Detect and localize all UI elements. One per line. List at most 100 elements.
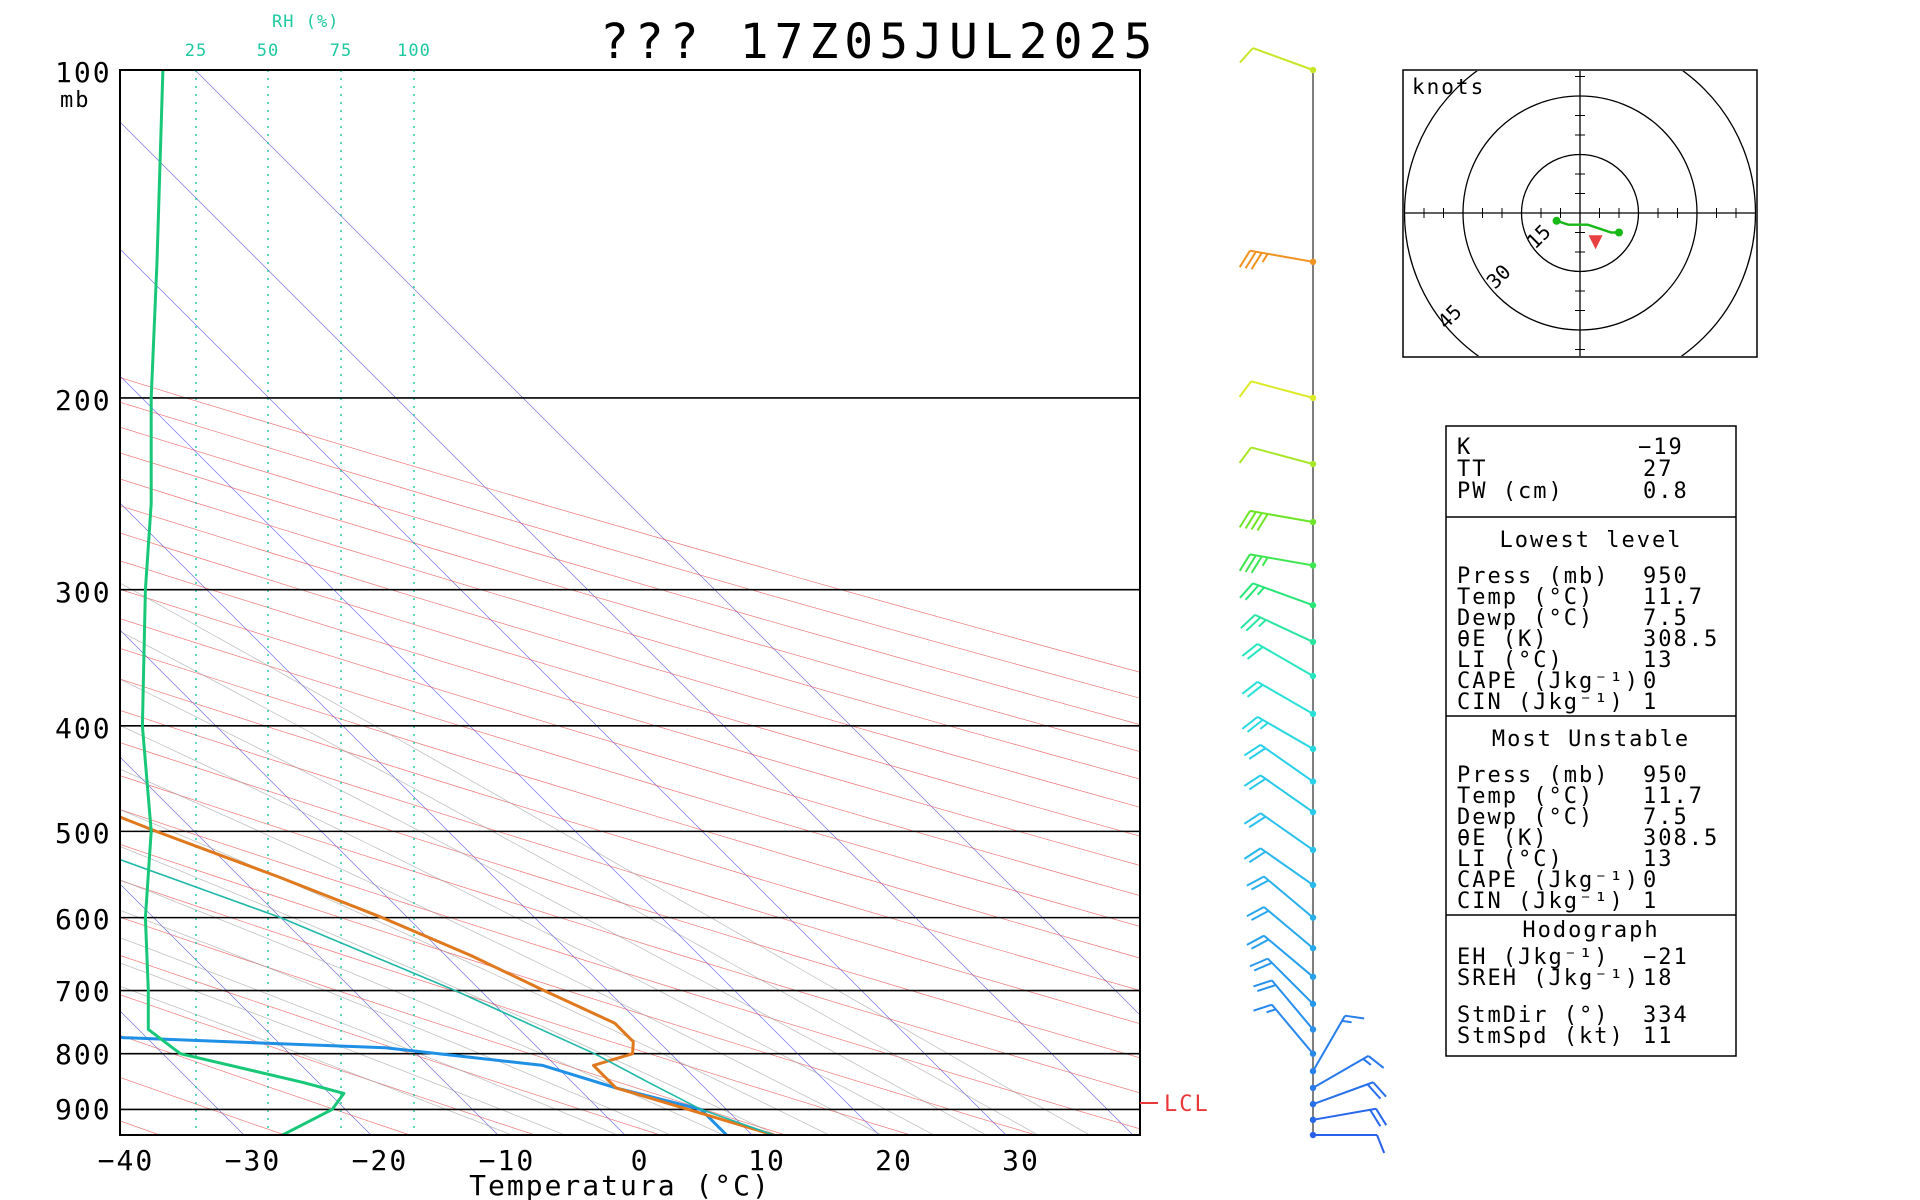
wind-barb	[1246, 934, 1317, 981]
y-tick-label: 600	[55, 903, 112, 936]
wind-barb	[1239, 47, 1317, 74]
sounding-profiles	[120, 70, 775, 1135]
barb-dot	[1309, 394, 1317, 402]
index-label: EH (Jkg⁻¹)	[1457, 945, 1609, 970]
skewt-grid	[0, 70, 1140, 1135]
index-value: 7.5	[1643, 606, 1689, 631]
barb-shaft	[1252, 47, 1314, 71]
barb-shaft	[1260, 812, 1314, 851]
moist-adiabat-line	[120, 809, 830, 1135]
barb-flag	[1238, 553, 1251, 572]
barb-flag	[1344, 1014, 1365, 1020]
y-tick-label: 200	[55, 384, 112, 417]
rh-axis-label: RH (%)	[272, 12, 339, 32]
dry-adiabat-line	[120, 618, 1140, 927]
index-label: K	[1457, 435, 1472, 460]
barb-shaft	[1260, 774, 1314, 813]
index-value: 7.5	[1643, 805, 1689, 830]
barb-dot	[1309, 778, 1317, 785]
wind-barb	[1253, 979, 1317, 1033]
index-value: 18	[1643, 966, 1674, 991]
hodograph-ring-label: 15	[1522, 220, 1556, 254]
dry-adiabat-line	[120, 426, 1140, 725]
index-label: Press (mb)	[1457, 564, 1609, 589]
index-label: SREH (Jkg⁻¹)	[1457, 966, 1640, 991]
hodograph-ring-label: 45	[1433, 300, 1467, 334]
barb-shaft	[1249, 553, 1314, 567]
barb-shaft	[1252, 582, 1314, 607]
index-value: 308.5	[1643, 627, 1719, 652]
barb-flag	[1238, 446, 1252, 464]
barb-flag	[1245, 616, 1262, 632]
barb-shaft	[1250, 380, 1314, 399]
dry-adiabat-line	[120, 589, 1140, 897]
index-value: 950	[1643, 564, 1689, 589]
index-label: CIN (Jkg⁻¹)	[1457, 690, 1625, 715]
barb-flag	[1375, 1108, 1388, 1126]
barb-dot	[1309, 518, 1317, 526]
y-axis-unit: mb	[60, 88, 91, 113]
storm-motion-marker	[1588, 235, 1603, 250]
barb-flag	[1250, 555, 1263, 574]
barb-dot	[1309, 944, 1317, 952]
wind-barb	[1240, 613, 1317, 646]
barb-shaft	[1257, 716, 1314, 750]
barb-flag	[1243, 743, 1262, 757]
rh-guide-lines	[195, 70, 415, 1135]
barb-flag	[1246, 684, 1264, 698]
index-value: −21	[1643, 945, 1689, 970]
index-label: Press (mb)	[1457, 763, 1609, 788]
section-heading: Lowest level	[1500, 528, 1683, 553]
dry-adiabat-line	[120, 401, 1140, 699]
temperature-axis: −40 −30 −20 −10 0 10 20 30 Temperatura (…	[98, 1144, 1038, 1200]
barb-shaft	[1254, 613, 1314, 643]
barb-shaft	[1249, 509, 1314, 524]
x-tick-label: −10	[479, 1144, 536, 1177]
barb-flag	[1369, 1109, 1382, 1127]
barb-shaft	[1271, 979, 1314, 1031]
barb-flag	[1246, 646, 1264, 660]
isotherm-line	[120, 756, 499, 1135]
index-value: 308.5	[1643, 826, 1719, 851]
barb-dot	[1309, 66, 1317, 74]
y-tick-label: 300	[55, 576, 112, 609]
barb-flag	[1239, 582, 1254, 599]
rh-tick-label: 50	[257, 41, 279, 61]
barb-shaft	[1260, 743, 1314, 783]
wind-barb	[1238, 509, 1317, 532]
wind-barb	[1309, 1055, 1385, 1092]
dry-adiabat-line	[120, 742, 1140, 1059]
temperature-line	[120, 815, 775, 1135]
barb-flag	[1251, 879, 1270, 891]
dry-adiabat-line	[0, 70, 35, 1135]
index-value: 27	[1643, 457, 1674, 482]
index-value: 1	[1643, 690, 1658, 715]
barb-dot	[1309, 710, 1317, 718]
isotherm-line	[194, 70, 1140, 1016]
barb-half-flag	[1362, 1058, 1372, 1066]
section-heading: Most Unstable	[1492, 727, 1690, 752]
dry-adiabat-line	[120, 648, 1140, 959]
dry-adiabat-line	[120, 879, 911, 1135]
barb-flag	[1240, 614, 1256, 629]
barb-flag	[1251, 909, 1270, 921]
barb-dot	[1309, 914, 1317, 921]
rh-tick-label: 75	[330, 41, 352, 61]
barb-flag	[1248, 747, 1267, 760]
index-label: TT	[1457, 457, 1488, 482]
wind-barb	[1309, 1107, 1388, 1127]
dry-adiabat-line	[120, 1077, 285, 1135]
index-label: LI (°C)	[1457, 847, 1564, 872]
hodograph-units: knots	[1412, 75, 1485, 99]
y-tick-label: 500	[55, 817, 112, 850]
moist-adiabat-line	[120, 879, 724, 1135]
barb-dot	[1309, 1067, 1317, 1075]
barb-shaft	[1260, 847, 1314, 886]
wind-barb	[1238, 446, 1317, 468]
barb-flag	[1253, 1003, 1273, 1012]
barb-flag	[1372, 1081, 1387, 1098]
pressure-axis: 100 mb 200 300 400 500 600 700 800 900	[55, 56, 112, 1126]
barb-dot	[1309, 460, 1317, 468]
moist-adiabat-line	[120, 985, 512, 1135]
y-tick-label: 700	[55, 975, 112, 1008]
